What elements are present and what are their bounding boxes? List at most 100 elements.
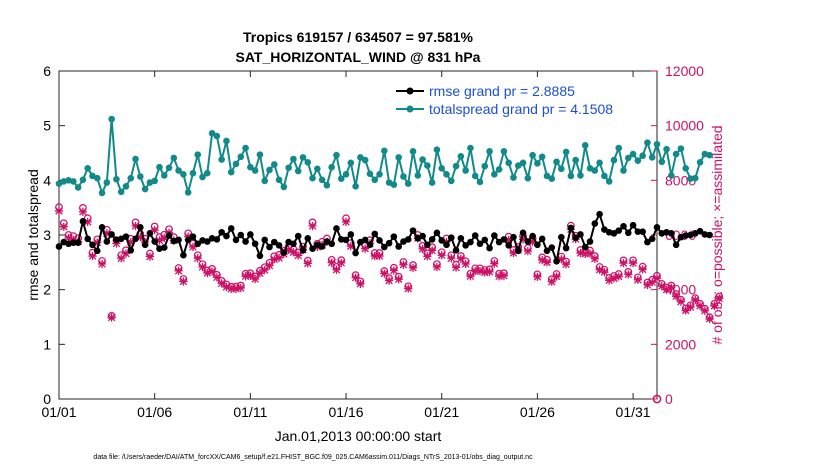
totalspread-point <box>481 162 489 170</box>
rmse-point <box>567 224 575 232</box>
totalspread-point <box>70 178 77 185</box>
y-tick-label-right: 0 <box>665 391 673 407</box>
x-axis-label: Jan.01,2013 00:00:00 start <box>275 428 442 444</box>
totalspread-point <box>457 152 465 160</box>
rmse-point <box>337 236 345 243</box>
obs-assimilated-point <box>160 233 169 243</box>
rmse-point <box>270 238 278 246</box>
rmse-point <box>390 233 398 240</box>
obs-assimilated-point <box>54 206 64 216</box>
totalspread-point <box>682 165 690 172</box>
y-tick-label: 4 <box>43 172 51 188</box>
totalspread-point <box>204 169 211 177</box>
totalspread-point <box>280 183 288 191</box>
rmse-point <box>653 224 661 231</box>
totalspread-point <box>371 176 379 184</box>
rmse-point <box>543 247 551 255</box>
y-axis-label-right: # of obs: o=possible; ×=assimilated <box>709 125 725 344</box>
rmse-point <box>151 238 158 245</box>
obs-assimilated-point <box>155 236 164 245</box>
obs-assimilated-point <box>600 268 609 277</box>
totalspread-point <box>299 154 307 161</box>
totalspread-point <box>438 165 446 172</box>
obs-assimilated-point <box>509 248 518 258</box>
totalspread-point <box>98 189 106 197</box>
rmse-point <box>146 230 154 237</box>
rmse-point <box>510 233 517 241</box>
obs-assimilated-point <box>533 272 542 281</box>
rmse-point <box>55 243 63 250</box>
rmse-point <box>562 244 570 252</box>
rmse-point <box>596 210 603 218</box>
obs-assimilated-point <box>284 245 293 254</box>
obs-assimilated-point <box>231 284 241 293</box>
obs-assimilated-point <box>581 249 590 258</box>
totalspread-point <box>137 173 144 180</box>
rmse-point <box>610 230 618 237</box>
rmse-point <box>347 231 355 238</box>
rmse-point <box>70 239 77 246</box>
totalspread-point <box>208 130 216 137</box>
obs-assimilated-point <box>217 279 226 288</box>
obs-assimilated-point <box>691 295 700 305</box>
obs-assimilated-point <box>341 217 351 226</box>
rmse-point <box>529 232 536 240</box>
totalspread-point <box>610 156 618 164</box>
totalspread-point <box>653 140 661 148</box>
totalspread-point <box>577 172 584 179</box>
totalspread-point <box>409 148 417 155</box>
totalspread-point <box>639 152 646 160</box>
obs-assimilated-point <box>270 255 279 264</box>
obs-assimilated-point <box>432 262 442 272</box>
rmse-point <box>256 252 264 260</box>
obs-assimilated-point <box>667 283 676 292</box>
x-tick-label: 01/01 <box>41 404 76 420</box>
obs-assimilated-point <box>710 301 719 310</box>
obs-assimilated-point <box>136 233 145 242</box>
rmse-point <box>395 243 402 250</box>
totalspread-point <box>170 154 178 162</box>
obs-possible-point-last <box>652 394 662 404</box>
rmse-point <box>672 241 680 249</box>
rmse-point <box>261 236 269 244</box>
rmse-point <box>505 242 512 249</box>
obs-assimilated-point <box>188 242 198 252</box>
totalspread-point <box>366 170 374 178</box>
obs-assimilated-point <box>633 275 642 284</box>
rmse-point <box>428 236 436 243</box>
totalspread-point <box>605 178 613 185</box>
rmse-point <box>381 243 388 251</box>
totalspread-point <box>519 159 527 167</box>
obs-assimilated-point <box>260 265 269 275</box>
totalspread-point <box>668 172 675 179</box>
rmse-point <box>538 235 546 243</box>
totalspread-point <box>223 137 230 145</box>
rmse-point <box>514 247 522 255</box>
rmse-point <box>447 234 455 242</box>
obs-assimilated-point <box>619 259 628 268</box>
obs-assimilated-point <box>609 274 619 283</box>
obs-assimilated-point <box>528 237 537 246</box>
totalspread-point <box>323 181 331 189</box>
obs-assimilated-point <box>332 265 341 274</box>
totalspread-point <box>601 172 608 180</box>
obs-assimilated-point <box>207 267 217 276</box>
rmse-point <box>184 236 192 244</box>
obs-assimilated-point <box>370 251 379 261</box>
rmse-point <box>586 238 594 245</box>
x-tick-label: 01/21 <box>424 404 459 420</box>
obs-assimilated-point <box>145 252 154 261</box>
rmse-point <box>371 230 379 238</box>
rmse-point <box>266 243 273 251</box>
obs-assimilated-point <box>384 276 394 285</box>
y-tick-label: 2 <box>43 282 51 298</box>
totalspread-point <box>648 154 656 161</box>
obs-assimilated-point <box>303 259 312 268</box>
rmse-point <box>218 228 225 236</box>
totalspread-point <box>290 155 297 163</box>
rmse-point <box>519 229 527 237</box>
x-tick-label: 01/26 <box>520 404 555 420</box>
rmse-point <box>89 241 96 249</box>
rmse-point <box>385 239 393 247</box>
totalspread-point <box>476 178 484 186</box>
